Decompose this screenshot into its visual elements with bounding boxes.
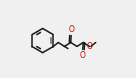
Text: O: O — [87, 42, 93, 51]
Text: O: O — [68, 25, 74, 34]
Text: O: O — [80, 51, 85, 60]
